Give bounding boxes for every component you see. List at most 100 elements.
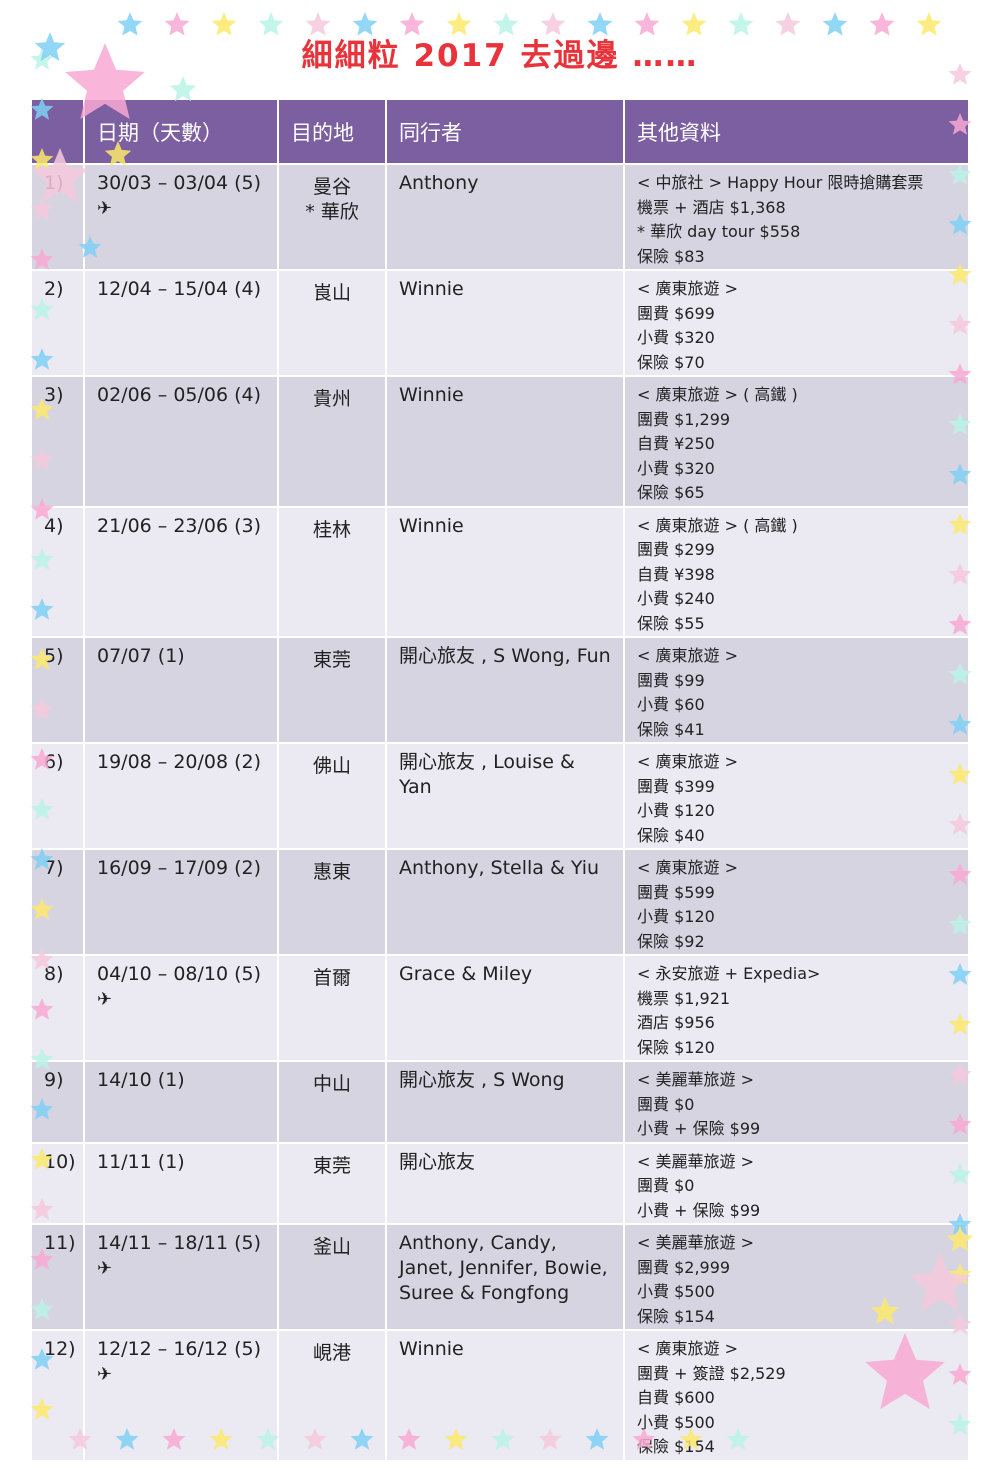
companions: 開心旅友: [387, 1143, 623, 1223]
table-row: 9) 14/10 (1) 中山 開心旅友 , S Wong < 美麗華旅遊 > 團費 $0…: [32, 1062, 968, 1142]
destination: 佛山: [279, 744, 385, 848]
other-info: < 廣東旅遊 > 團費 $599 小費 $120 保險 $92: [625, 850, 968, 954]
destination-line: * 華欣: [305, 201, 359, 223]
info-line: 酒店 $956: [637, 1013, 715, 1032]
info-line: 團費 $2,999: [637, 1257, 731, 1277]
date-text: 12/04 – 15/04 (4): [97, 278, 262, 300]
info-line: < 廣東旅遊 > ( 高鐵 ): [637, 385, 798, 404]
other-info: < 廣東旅遊 > 團費 $699 小費 $320 保險 $70: [625, 271, 968, 375]
info-line: < 美麗華旅遊 >: [637, 1070, 754, 1089]
info-line: 團費 $1,299: [637, 409, 731, 429]
info-line: 保險 $65: [637, 483, 705, 502]
destination-line: 桂林: [312, 518, 351, 541]
table-row: 8) 04/10 – 08/10 (5) ✈ 首爾 Grace & Miley < 永安旅…: [32, 956, 968, 1060]
row-number: 9): [32, 1062, 83, 1142]
row-number: 10): [32, 1143, 83, 1223]
companions: Anthony, Candy, Janet, Jennifer, Bowie, …: [387, 1225, 623, 1329]
info-line: * 華欣 day tour $558: [637, 222, 801, 241]
date-text: 30/03 – 03/04 (5): [97, 172, 262, 194]
date-text: 02/06 – 05/06 (4): [97, 384, 262, 406]
info-line: < 美麗華旅遊 >: [637, 1151, 754, 1171]
info-line: < 廣東旅遊 >: [637, 279, 738, 298]
row-number: 2): [32, 271, 83, 375]
other-info: < 廣東旅遊 > 團費 $99 小費 $60 保險 $41: [625, 638, 968, 742]
row-number: 11): [32, 1225, 83, 1329]
info-line: 團費 $99: [637, 670, 705, 690]
table-row: 4) 21/06 – 23/06 (3) 桂林 Winnie < 廣東旅遊 > ( 高鐵…: [32, 507, 968, 636]
other-info: < 中旅社 > Happy Hour 限時搶購套票 機票 + 酒店 $1,368 *…: [625, 165, 968, 269]
info-line: < 中旅社 > Happy Hour 限時搶購套票: [637, 173, 924, 192]
companions: 開心旅友 , S Wong: [387, 1062, 623, 1142]
other-info: < 美麗華旅遊 > 團費 $0 小費 + 保險 $99: [625, 1143, 968, 1223]
info-line: < 廣東旅遊 >: [637, 752, 738, 771]
header-date: 日期（天數）: [85, 100, 277, 163]
other-info: < 永安旅遊 + Expedia> 機票 $1,921 酒店 $956 保險 $120: [625, 956, 968, 1060]
row-number: 6): [32, 744, 83, 848]
date-text: 14/10 (1): [97, 1069, 185, 1091]
info-line: < 美麗華旅遊 >: [637, 1233, 754, 1252]
date-text: 07/07 (1): [97, 645, 185, 667]
destination: 崀山: [279, 271, 385, 375]
row-number: 3): [32, 377, 83, 506]
other-info: < 廣東旅遊 > 團費 + 簽證 $2,529 自費 $600 小費 $500 保險 $…: [625, 1331, 968, 1460]
info-line: 保險 $55: [637, 613, 705, 633]
airplane-icon: ✈: [97, 198, 113, 219]
info-line: 自費 ¥398: [637, 564, 715, 584]
info-line: 團費 $0: [637, 1176, 695, 1195]
airplane-icon: ✈: [97, 989, 113, 1010]
trip-date: 19/08 – 20/08 (2): [85, 744, 277, 848]
other-info: < 美麗華旅遊 > 團費 $0 小費 + 保險 $99: [625, 1062, 968, 1142]
destination-line: 東莞: [312, 1154, 351, 1177]
info-line: 小費 $320: [637, 328, 715, 347]
table-row: 12) 12/12 – 16/12 (5) ✈ 峴港 Winnie < 廣東旅遊 > 團費 …: [32, 1331, 968, 1460]
info-line: 自費 ¥250: [637, 434, 715, 453]
date-text: 04/10 – 08/10 (5): [97, 963, 262, 985]
companions: 開心旅友 , S Wong, Fun: [387, 638, 623, 742]
info-line: 機票 + 酒店 $1,368: [637, 197, 786, 217]
other-info: < 廣東旅遊 > 團費 $399 小費 $120 保險 $40: [625, 744, 968, 848]
trip-date: 04/10 – 08/10 (5) ✈: [85, 956, 277, 1060]
info-line: 小費 + 保險 $99: [637, 1200, 761, 1220]
destination: 首爾: [279, 956, 385, 1060]
destination-line: 曼谷: [312, 176, 351, 198]
table-row: 3) 02/06 – 05/06 (4) 貴州 Winnie < 廣東旅遊 > ( 高鐵…: [32, 377, 968, 506]
companions: Winnie: [387, 271, 623, 375]
destination-line: 東莞: [312, 649, 351, 671]
info-line: 小費 + 保險 $99: [637, 1119, 761, 1138]
info-line: 保險 $154: [637, 1437, 715, 1456]
airplane-icon: ✈: [97, 1364, 113, 1385]
date-text: 14/11 – 18/11 (5): [97, 1232, 262, 1254]
info-line: < 廣東旅遊 >: [637, 1339, 738, 1358]
info-line: 保險 $92: [637, 931, 705, 951]
info-line: 小費 $240: [637, 589, 715, 608]
info-line: 保險 $41: [637, 719, 705, 739]
trip-date: 16/09 – 17/09 (2): [85, 850, 277, 954]
destination: 釜山: [279, 1225, 385, 1329]
destination: 桂林: [279, 507, 385, 636]
trips-table: 日期（天數） 目的地 同行者 其他資料 1) 30/03 – 03/04 (5) ✈…: [30, 98, 970, 1462]
row-number: 12): [32, 1331, 83, 1460]
row-number: 7): [32, 850, 83, 954]
info-line: < 廣東旅遊 >: [637, 858, 738, 877]
info-line: 小費 $120: [637, 907, 715, 926]
companions: Winnie: [387, 377, 623, 506]
trip-date: 14/10 (1): [85, 1062, 277, 1142]
destination: 曼谷 * 華欣: [279, 165, 385, 269]
info-line: 小費 $60: [637, 695, 705, 714]
info-line: 小費 $320: [637, 458, 715, 478]
destination-line: 峴港: [312, 1342, 351, 1364]
trip-date: 30/03 – 03/04 (5) ✈: [85, 165, 277, 269]
date-text: 21/06 – 23/06 (3): [97, 514, 262, 537]
row-number: 8): [32, 956, 83, 1060]
info-line: 保險 $154: [637, 1306, 715, 1326]
table-row: 1) 30/03 – 03/04 (5) ✈ 曼谷 * 華欣 Anthony < 中旅社 >…: [32, 165, 968, 269]
destination-line: 釜山: [312, 1236, 351, 1258]
info-line: < 永安旅遊 + Expedia>: [637, 964, 821, 983]
date-text: 16/09 – 17/09 (2): [97, 857, 262, 879]
destination-line: 崀山: [312, 282, 351, 304]
info-line: 小費 $500: [637, 1282, 715, 1301]
destination: 峴港: [279, 1331, 385, 1460]
trip-date: 02/06 – 05/06 (4): [85, 377, 277, 506]
info-line: < 廣東旅遊 > ( 高鐵 ): [637, 515, 798, 535]
header-no: [32, 100, 83, 163]
